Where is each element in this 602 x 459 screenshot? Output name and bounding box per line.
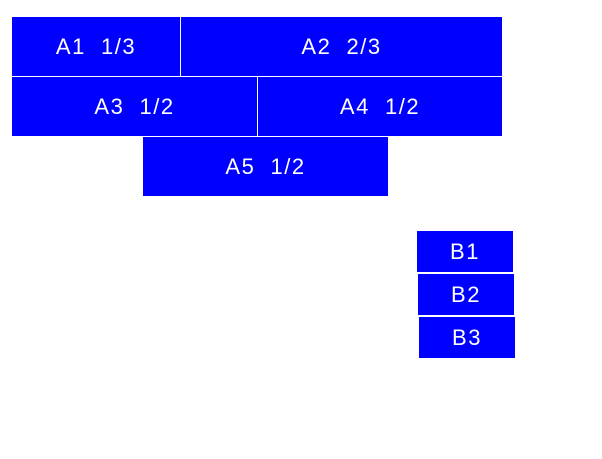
box-a2[interactable]: A2 2/3 xyxy=(181,17,502,76)
box-b3[interactable]: B3 xyxy=(419,317,515,358)
box-b2[interactable]: B2 xyxy=(418,274,514,315)
box-a5[interactable]: A5 1/2 xyxy=(143,137,388,196)
box-a3[interactable]: A3 1/2 xyxy=(12,77,257,136)
box-a1[interactable]: A1 1/3 xyxy=(12,17,180,76)
box-a4[interactable]: A4 1/2 xyxy=(258,77,502,136)
box-b1[interactable]: B1 xyxy=(417,231,513,272)
